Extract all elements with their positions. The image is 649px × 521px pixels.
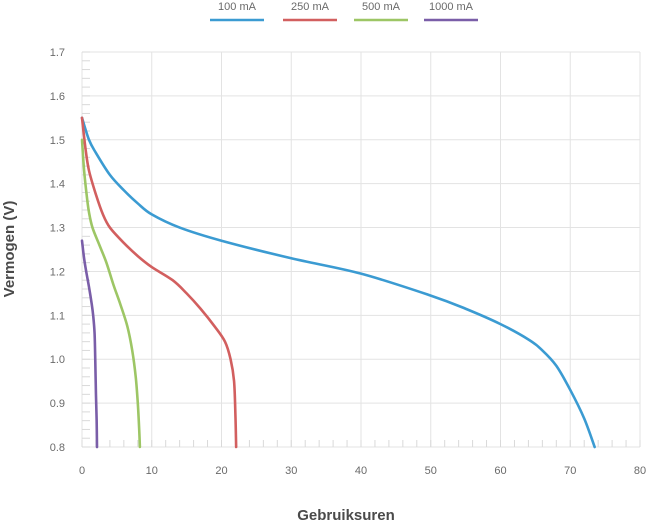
y-axis-ticks: 0.8 0.9 1.0 1.1 1.2 1.3 1.4 1.5 1.6 1.7 — [50, 47, 65, 454]
legend: 100 mA 250 mA 500 mA 1000 mA — [210, 1, 478, 22]
series-line-100-ma — [80, 116, 596, 449]
legend-label-100-ma: 100 mA — [218, 1, 257, 13]
x-tick-label: 20 — [215, 465, 227, 477]
series-layer — [80, 116, 596, 449]
y-tick-label: 1.2 — [50, 266, 65, 278]
series-line-500-ma — [80, 138, 142, 449]
y-tick-label: 1.0 — [50, 354, 65, 366]
y-tick-label: 1.3 — [50, 223, 65, 235]
chart-grid — [81, 51, 641, 448]
y-axis-title: Vermogen (V) — [1, 201, 18, 298]
y-tick-label: 0.9 — [50, 398, 65, 410]
series-line-1000-ma — [80, 239, 99, 449]
x-tick-label: 80 — [634, 465, 646, 477]
x-tick-label: 40 — [355, 465, 367, 477]
y-tick-label: 1.1 — [50, 310, 65, 322]
x-tick-label: 60 — [494, 465, 506, 477]
y-tick-label: 0.8 — [50, 442, 65, 454]
y-tick-label: 1.7 — [50, 47, 65, 59]
x-tick-label: 30 — [285, 465, 297, 477]
x-tick-label: 0 — [79, 465, 85, 477]
x-tick-label: 70 — [564, 465, 576, 477]
legend-label-250-ma: 250 mA — [291, 1, 330, 13]
y-tick-label: 1.6 — [50, 91, 65, 103]
x-tick-label: 50 — [425, 465, 437, 477]
legend-label-1000-ma: 1000 mA — [429, 1, 474, 13]
x-axis-ticks: 0 10 20 30 40 50 60 70 80 — [79, 465, 646, 477]
x-axis-title: Gebruiksuren — [297, 507, 395, 521]
legend-label-500-ma: 500 mA — [362, 1, 401, 13]
y-tick-label: 1.4 — [50, 179, 65, 191]
x-tick-label: 10 — [146, 465, 158, 477]
series-line-250-ma — [80, 116, 238, 449]
y-tick-label: 1.5 — [50, 135, 65, 147]
